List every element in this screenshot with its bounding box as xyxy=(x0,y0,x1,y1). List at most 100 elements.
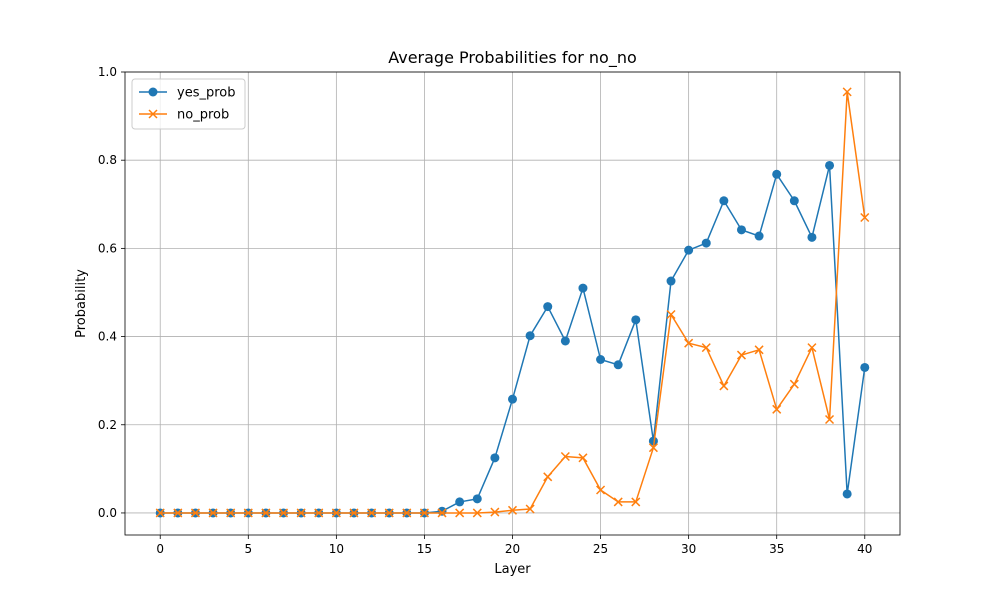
data-point-no_prob xyxy=(807,343,817,353)
data-point-no_prob xyxy=(719,381,729,391)
x-marker-stroke xyxy=(701,343,711,353)
data-point-no_prob xyxy=(296,508,306,518)
chart-title: Average Probabilities for no_no xyxy=(388,48,637,68)
x-tick-label: 25 xyxy=(593,542,608,556)
data-point-no_prob xyxy=(419,508,429,518)
y-tick-label: 0.0 xyxy=(98,506,117,520)
data-point-no_prob xyxy=(278,508,289,518)
legend-entry-yes_prob: yes_prob xyxy=(139,86,235,101)
data-point-yes_prob xyxy=(578,283,588,293)
data-point-yes_prob xyxy=(807,232,817,242)
x-marker-stroke xyxy=(860,212,870,223)
x-marker-stroke xyxy=(613,497,623,507)
x-marker-stroke xyxy=(402,508,412,518)
legend-entry-no_prob: no_prob xyxy=(139,108,229,123)
series-plot xyxy=(155,87,870,518)
x-marker-stroke xyxy=(437,508,447,518)
x-marker-stroke xyxy=(278,508,289,518)
data-point-yes_prob xyxy=(666,276,676,286)
data-point-yes_prob xyxy=(508,394,517,404)
data-point-no_prob xyxy=(384,508,394,518)
data-point-no_prob xyxy=(490,507,500,517)
data-point-yes_prob xyxy=(631,315,641,325)
data-point-no_prob xyxy=(596,485,606,495)
y-tick-label: 0.8 xyxy=(98,153,117,167)
x-marker-stroke xyxy=(243,508,253,518)
data-point-yes_prob xyxy=(860,362,870,372)
data-point-yes_prob xyxy=(754,231,764,241)
x-marker-stroke xyxy=(226,508,236,518)
data-point-no_prob xyxy=(860,212,870,223)
data-point-no_prob xyxy=(789,379,799,389)
x-axis-label: Layer xyxy=(494,562,531,577)
x-tick-label: 15 xyxy=(417,542,432,556)
data-point-no_prob xyxy=(208,508,218,518)
legend-marker-no_prob xyxy=(148,109,158,119)
data-point-yes_prob xyxy=(472,494,482,504)
x-marker-stroke xyxy=(648,443,658,453)
data-point-no_prob xyxy=(842,87,852,97)
data-point-yes_prob xyxy=(490,453,500,463)
grid xyxy=(125,71,900,535)
data-point-no_prob xyxy=(772,404,782,414)
x-marker-stroke xyxy=(507,505,518,515)
x-tick-label: 40 xyxy=(857,542,872,556)
data-point-no_prob xyxy=(701,343,711,353)
data-point-yes_prob xyxy=(842,489,852,499)
data-point-yes_prob xyxy=(543,302,553,312)
data-point-yes_prob xyxy=(437,506,447,516)
data-point-no_prob xyxy=(402,508,412,518)
x-marker-stroke xyxy=(208,508,218,518)
data-point-no_prob xyxy=(155,508,165,518)
y-tick-label: 0.6 xyxy=(98,241,117,255)
data-point-no_prob xyxy=(507,505,518,515)
y-axis-label: Probability xyxy=(74,269,89,338)
x-tick-label: 0 xyxy=(156,542,164,556)
data-point-no_prob xyxy=(455,508,465,518)
legend-label-no_prob: no_prob xyxy=(177,108,229,123)
x-marker-stroke xyxy=(419,508,429,518)
data-point-no_prob xyxy=(543,472,553,482)
x-marker-stroke xyxy=(173,508,183,518)
x-marker-stroke xyxy=(490,507,500,517)
x-marker-stroke xyxy=(261,508,271,518)
data-point-no_prob xyxy=(684,338,694,348)
data-point-no_prob xyxy=(825,414,835,425)
data-point-yes_prob xyxy=(684,245,694,255)
data-point-no_prob xyxy=(631,497,641,507)
data-point-yes_prob xyxy=(648,436,658,446)
x-marker-stroke xyxy=(719,381,729,391)
x-marker-stroke xyxy=(384,508,394,518)
x-marker-stroke xyxy=(842,87,852,97)
data-point-no_prob xyxy=(736,350,747,360)
x-marker-stroke xyxy=(807,343,817,353)
x-marker-stroke xyxy=(543,472,553,482)
legend-label-yes_prob: yes_prob xyxy=(177,86,235,101)
data-point-no_prob xyxy=(367,508,377,518)
x-marker-stroke xyxy=(772,404,782,414)
data-point-no_prob xyxy=(613,497,623,507)
y-axis-ticks: 0.0 0.2 0.4 0.6 0.8 1.0 xyxy=(98,65,125,520)
data-point-yes_prob xyxy=(525,331,535,341)
x-marker-stroke xyxy=(148,109,158,119)
data-point-no_prob xyxy=(437,508,447,518)
x-marker-stroke xyxy=(560,451,570,462)
data-point-yes_prob xyxy=(455,497,465,507)
x-marker-stroke xyxy=(314,508,324,518)
legend-marker-yes_prob xyxy=(148,87,158,97)
data-point-yes_prob xyxy=(560,336,570,346)
data-point-no_prob xyxy=(560,451,570,462)
x-tick-label: 30 xyxy=(681,542,696,556)
legend: yes_prob no_prob xyxy=(131,78,246,130)
x-marker-stroke xyxy=(754,345,764,355)
series-no_prob xyxy=(155,87,870,518)
data-point-no_prob xyxy=(331,508,341,518)
y-tick-label: 0.4 xyxy=(98,330,117,344)
data-point-no_prob xyxy=(190,508,200,518)
data-point-yes_prob xyxy=(596,355,606,365)
x-marker-stroke xyxy=(825,414,835,425)
y-tick-label: 0.2 xyxy=(98,418,117,432)
data-point-no_prob xyxy=(243,508,253,518)
